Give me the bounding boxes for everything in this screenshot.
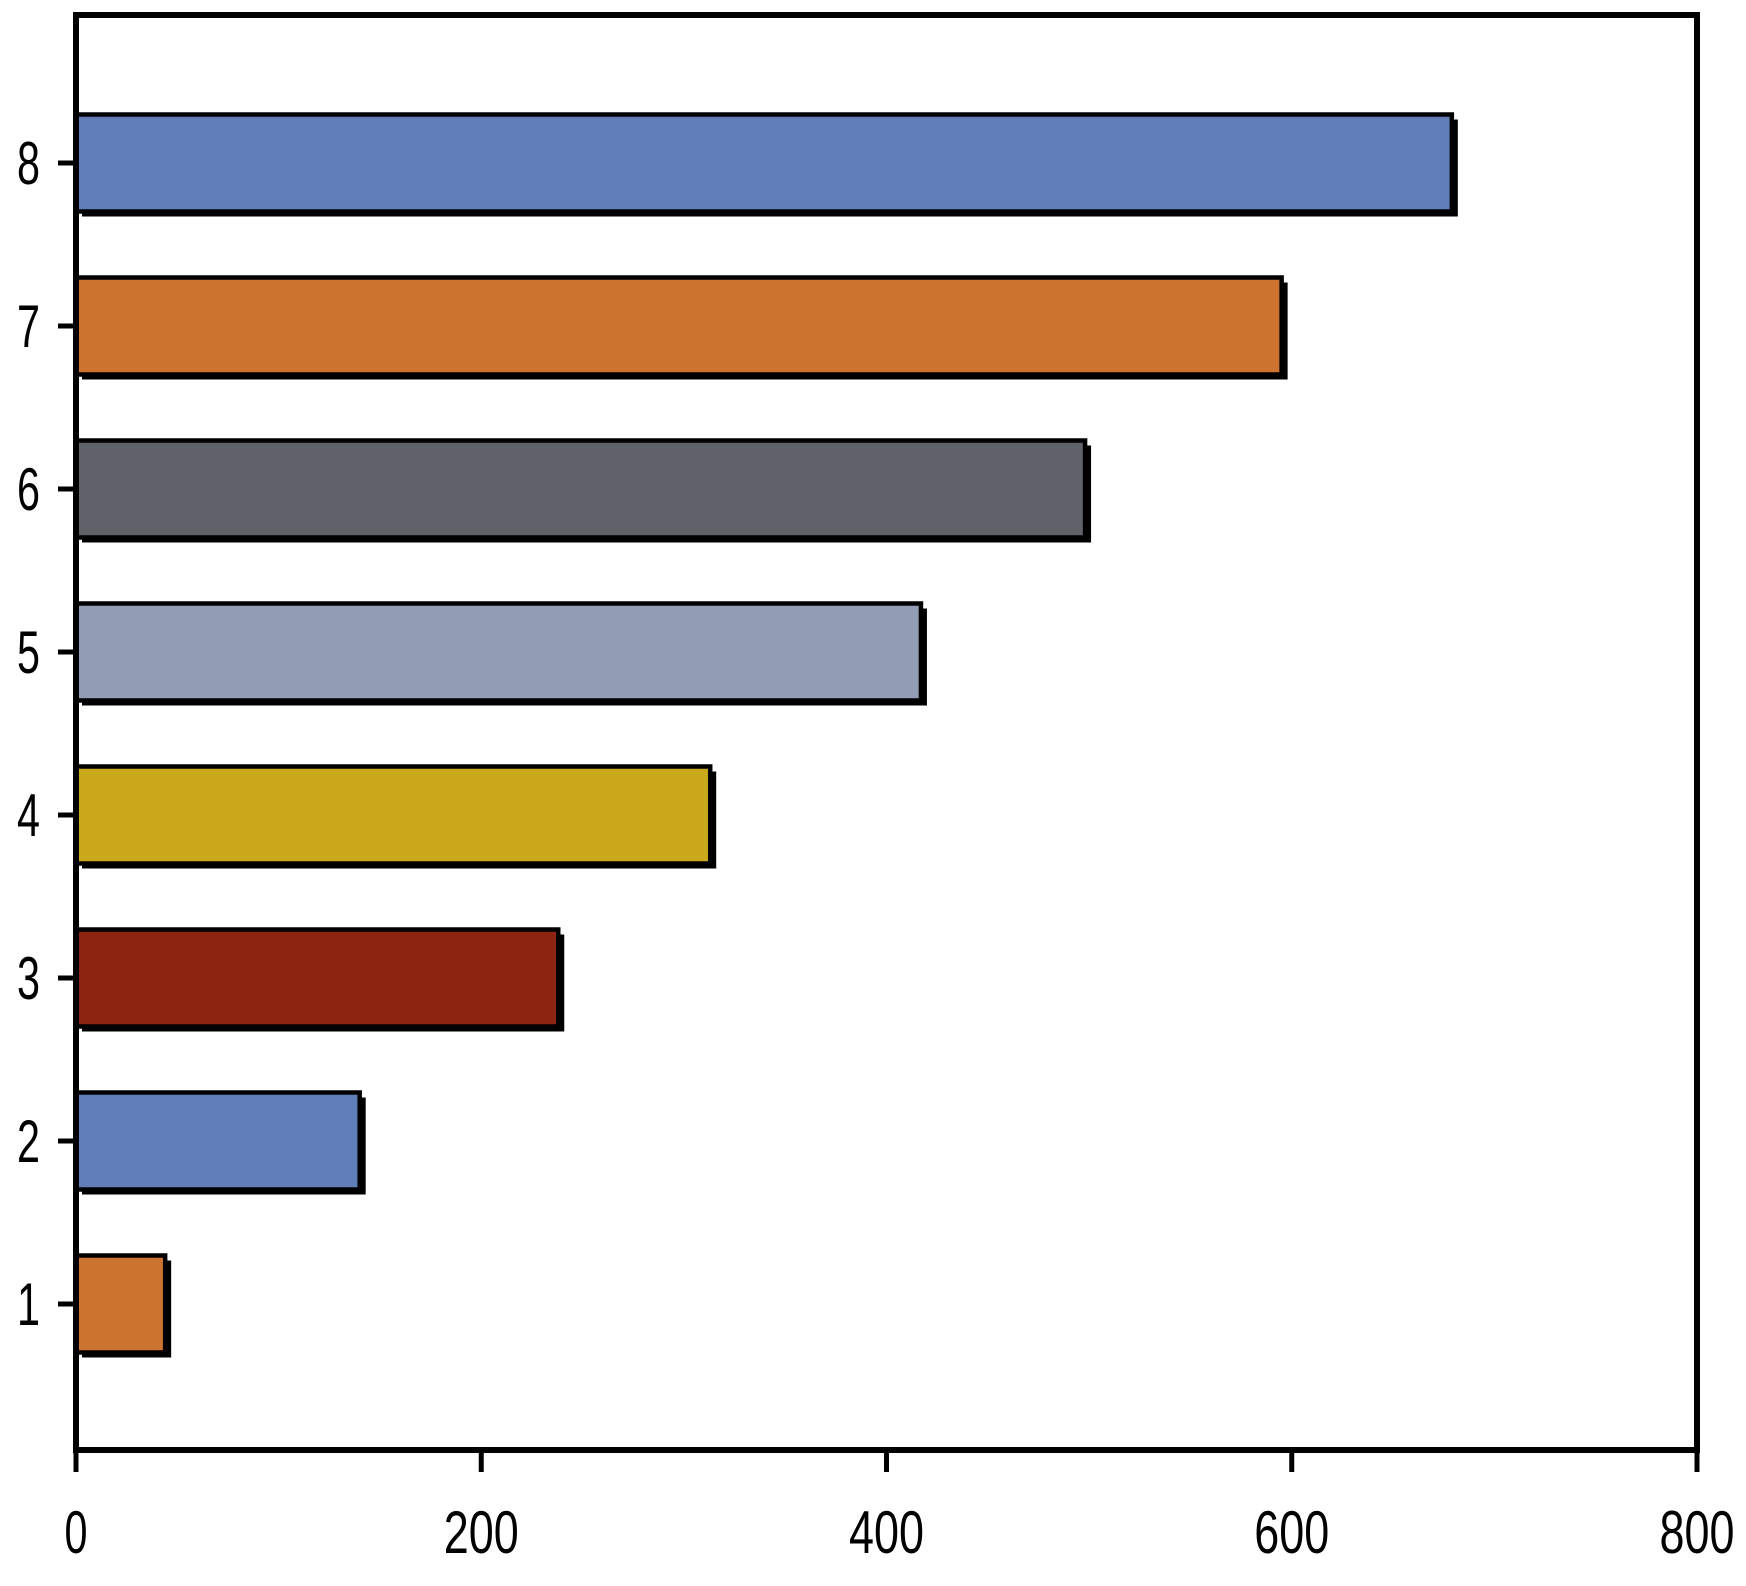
bar-category-2 bbox=[73, 1090, 362, 1192]
x-tick-label: 200 bbox=[444, 1499, 519, 1566]
x-tick-label: 800 bbox=[1660, 1499, 1735, 1566]
bar-category-8 bbox=[73, 112, 1455, 214]
x-tick-label: 400 bbox=[849, 1499, 924, 1566]
bar-category-5 bbox=[73, 601, 924, 703]
bar-category-1 bbox=[73, 1253, 168, 1355]
y-tick-label: 8 bbox=[17, 130, 40, 197]
bar-category-7 bbox=[73, 275, 1284, 377]
y-tick-label: 2 bbox=[17, 1108, 40, 1175]
bar-category-4 bbox=[73, 764, 713, 866]
y-tick-label: 6 bbox=[17, 456, 40, 523]
y-tick-label: 1 bbox=[17, 1271, 40, 1338]
y-tick-label: 3 bbox=[17, 945, 40, 1012]
bar-category-6 bbox=[73, 438, 1088, 540]
x-tick-label: 0 bbox=[65, 1499, 88, 1566]
y-tick-label: 4 bbox=[17, 782, 40, 849]
y-tick-label: 5 bbox=[17, 619, 40, 686]
x-tick-label: 600 bbox=[1254, 1499, 1329, 1566]
y-tick-label: 7 bbox=[17, 293, 40, 360]
bar-category-3 bbox=[73, 927, 561, 1029]
